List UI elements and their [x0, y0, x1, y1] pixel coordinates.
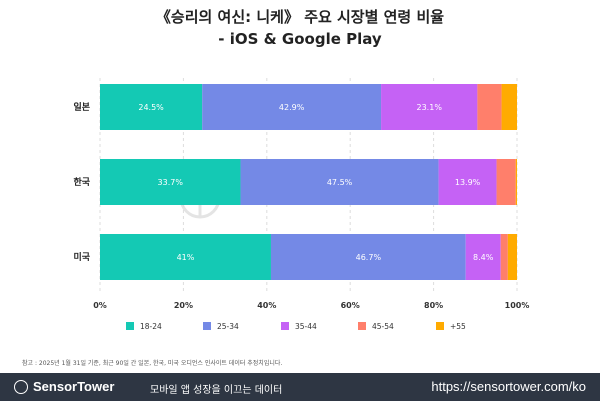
title-line-2: - iOS & Google Play [218, 30, 382, 48]
title-line-1: 《승리의 여신: 니케》 주요 시장별 연령 비율 [155, 8, 445, 26]
data-label: 23.1% [417, 103, 443, 112]
data-label: 42.9% [279, 103, 305, 112]
logo-icon [14, 379, 28, 394]
bar-segment-+55 [507, 234, 517, 280]
x-tick-label: 20% [174, 301, 193, 310]
data-label: 47.5% [327, 178, 353, 187]
x-tick-label: 0% [93, 301, 107, 310]
legend-swatch [281, 322, 289, 330]
data-label: 24.5% [138, 103, 164, 112]
legend-label: 18-24 [140, 322, 162, 331]
bar-segment-25-34 [270, 234, 466, 280]
tagline: 모바일 앱 성장을 이끄는 데이터 [150, 385, 283, 396]
chart-title: 《승리의 여신: 니케》 주요 시장별 연령 비율 - iOS & Google … [0, 6, 600, 50]
bar-segment-18-24 [100, 234, 271, 280]
legend-label: 35-44 [295, 322, 317, 331]
website-link[interactable]: https://sensortower.com/ko [431, 379, 586, 394]
legend-label: 25-34 [217, 322, 239, 331]
legend-swatch [126, 322, 134, 330]
x-tick-label: 60% [341, 301, 360, 310]
stacked-bar-chart: 0% 20% 40% 60% 80% 100% 일본 24.5% 42.9% 23.1% 한국 33.… [73, 78, 530, 331]
category-label: 일본 [73, 101, 90, 113]
bar-segment-+55 [501, 84, 517, 130]
category-label: 미국 [73, 251, 90, 263]
x-tick-label: 40% [257, 301, 276, 310]
bar-segment-45-54 [500, 234, 508, 280]
bar-segment-18-24 [100, 159, 241, 205]
bar-segment-45-54 [496, 159, 516, 205]
x-tick-label: 100% [505, 301, 530, 310]
bar-segment-35-44 [438, 159, 497, 205]
x-tick-label: 80% [424, 301, 443, 310]
legend-label: +55 [450, 322, 466, 331]
category-label: 한국 [73, 176, 90, 188]
legend-swatch [358, 322, 366, 330]
bar-segment-25-34 [202, 84, 382, 130]
bar-segment-18-24 [100, 84, 203, 130]
legend-swatch [436, 322, 444, 330]
data-label: 8.4% [473, 253, 494, 262]
bar-segment-35-44 [381, 84, 478, 130]
legend-swatch [203, 322, 211, 330]
bar-segment-35-44 [465, 234, 501, 280]
bar-segment-+55 [515, 159, 517, 205]
data-label: 33.7% [158, 178, 184, 187]
footnote: 참고 : 2025년 1월 31일 기준, 최근 90일 간 일본, 한국, 미… [22, 360, 283, 367]
data-label: 41% [177, 253, 195, 262]
data-label: 13.9% [455, 178, 481, 187]
bar-segment-25-34 [240, 159, 439, 205]
sensortower-logo[interactable]: SensorTower [14, 379, 114, 394]
legend-label: 45-54 [372, 322, 394, 331]
data-label: 46.7% [356, 253, 382, 262]
logo-text: SensorTower [33, 379, 115, 394]
bar-segment-45-54 [477, 84, 502, 130]
footer-bar: SensorTower 모바일 앱 성장을 이끄는 데이터 https://se… [0, 373, 600, 401]
